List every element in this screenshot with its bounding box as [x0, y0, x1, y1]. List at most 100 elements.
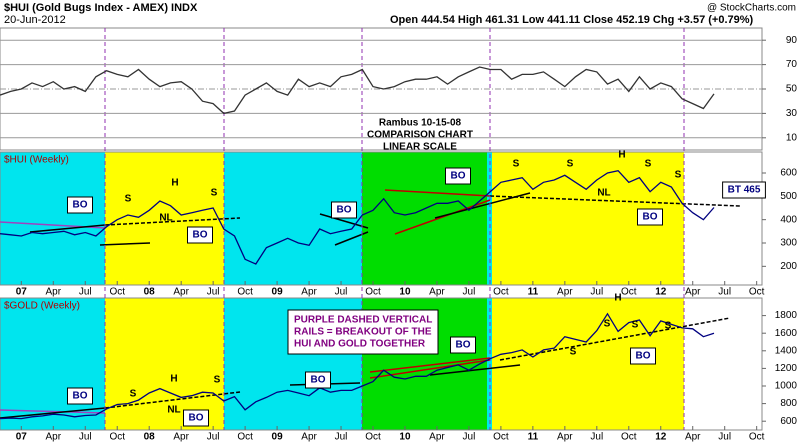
x-tick-label: Oct: [493, 287, 509, 298]
panel-title: $GOLD (Weekly): [4, 301, 80, 312]
y-tick-label: 10: [786, 132, 798, 143]
annotation: S: [604, 319, 611, 330]
label-box: [187, 226, 213, 244]
x-tick-label: Oct: [749, 432, 765, 443]
annotation: BO: [311, 375, 326, 386]
trend-line: [104, 217, 241, 226]
x-tick-label: Apr: [173, 287, 189, 298]
y-tick-label: 1000: [775, 381, 798, 392]
trend-line: [0, 407, 106, 419]
price-line: [0, 169, 715, 265]
x-tick-label: Apr: [301, 287, 317, 298]
annotation: BO: [456, 340, 471, 351]
y-tick-label: 50: [786, 84, 798, 95]
label-box: [67, 387, 93, 405]
y-tick-label: 1800: [775, 310, 798, 321]
date: 20-Jun-2012: [4, 14, 66, 26]
x-tick-label: 08: [144, 287, 156, 298]
zone: [0, 298, 105, 430]
x-tick-label: 08: [144, 432, 156, 443]
label-box: [183, 409, 209, 427]
annotation: BO: [643, 212, 658, 223]
x-tick-label: Jul: [79, 432, 92, 443]
x-tick-label: Oct: [237, 287, 253, 298]
annotation: NL: [159, 213, 172, 224]
x-tick-label: Oct: [621, 287, 637, 298]
annotation: S: [214, 375, 221, 386]
y-tick-label: 200: [780, 261, 797, 272]
annotation: H: [171, 178, 178, 189]
x-tick-label: Jul: [590, 432, 603, 443]
x-tick-label: Oct: [749, 287, 765, 298]
note: COMPARISON CHART: [367, 130, 473, 141]
x-tick-label: Apr: [173, 432, 189, 443]
trend-line: [384, 189, 491, 197]
label-box: [450, 336, 476, 354]
y-tick-label: 600: [780, 416, 797, 427]
x-tick-label: 12: [655, 287, 667, 298]
x-tick-label: Jul: [463, 432, 476, 443]
y-tick-label: 30: [786, 108, 798, 119]
label-box: [630, 347, 656, 365]
note: HUI AND GOLD TOGETHER: [294, 339, 426, 350]
x-tick-label: Jul: [207, 287, 220, 298]
x-tick-label: 07: [16, 432, 28, 443]
quote: Open 444.54 High 461.31 Low 441.11 Close…: [390, 14, 754, 26]
panel-title: $HUI (Weekly): [4, 155, 69, 166]
zone: [105, 152, 224, 285]
x-tick-label: 10: [399, 287, 411, 298]
label-box: [305, 371, 331, 389]
y-tick-label: 1400: [775, 345, 798, 356]
x-tick-label: Oct: [237, 432, 253, 443]
x-tick-label: Apr: [685, 432, 701, 443]
x-tick-label: Jul: [79, 287, 92, 298]
x-tick-label: 12: [655, 432, 667, 443]
x-tick-label: Apr: [685, 287, 701, 298]
x-tick-label: 09: [272, 432, 284, 443]
trend-line: [369, 357, 491, 373]
x-tick-label: Jul: [463, 287, 476, 298]
x-tick-label: Jul: [335, 287, 348, 298]
y-tick-label: 500: [780, 191, 797, 202]
annotation: BO: [337, 205, 352, 216]
annotation: S: [567, 159, 574, 170]
note: RAILS = BREAKOUT OF THE: [294, 327, 432, 338]
annotation: S: [645, 159, 652, 170]
note: PURPLE DASHED VERTICAL: [294, 315, 432, 326]
annotation: H: [618, 150, 625, 161]
trend-lines: [0, 189, 741, 419]
x-tick-label: Jul: [335, 432, 348, 443]
zone: [105, 298, 224, 430]
trend-line: [104, 391, 241, 409]
label-box: [722, 181, 766, 199]
label-box: [331, 201, 357, 219]
annotation: S: [665, 321, 672, 332]
x-tick-label: Apr: [557, 432, 573, 443]
y-tick-label: 1600: [775, 328, 798, 339]
x-tick-label: Oct: [365, 432, 381, 443]
x-tick-label: Oct: [109, 432, 125, 443]
annotation: NL: [597, 188, 610, 199]
note: Rambus 10-15-08: [379, 118, 462, 129]
trend-line: [319, 213, 369, 229]
annotation: S: [675, 170, 682, 181]
trend-line: [29, 224, 106, 233]
annotation: S: [513, 159, 520, 170]
label-box: [637, 208, 663, 226]
annotation: BO: [73, 200, 88, 211]
price-line: [0, 66, 715, 115]
x-tick-label: 11: [528, 287, 539, 298]
note: LINEAR SCALE: [383, 142, 457, 153]
x-tick-label: Jul: [207, 432, 220, 443]
x-tick-label: 09: [272, 287, 284, 298]
x-tick-label: Apr: [557, 287, 573, 298]
x-tick-label: Apr: [301, 432, 317, 443]
y-tick-label: 400: [780, 214, 797, 225]
annotation: NL: [167, 405, 180, 416]
x-tick-label: Oct: [109, 287, 125, 298]
x-tick-label: Apr: [429, 287, 445, 298]
annotation: S: [125, 194, 132, 205]
y-tick-label: 300: [780, 238, 797, 249]
gold-frame: [0, 297, 763, 431]
